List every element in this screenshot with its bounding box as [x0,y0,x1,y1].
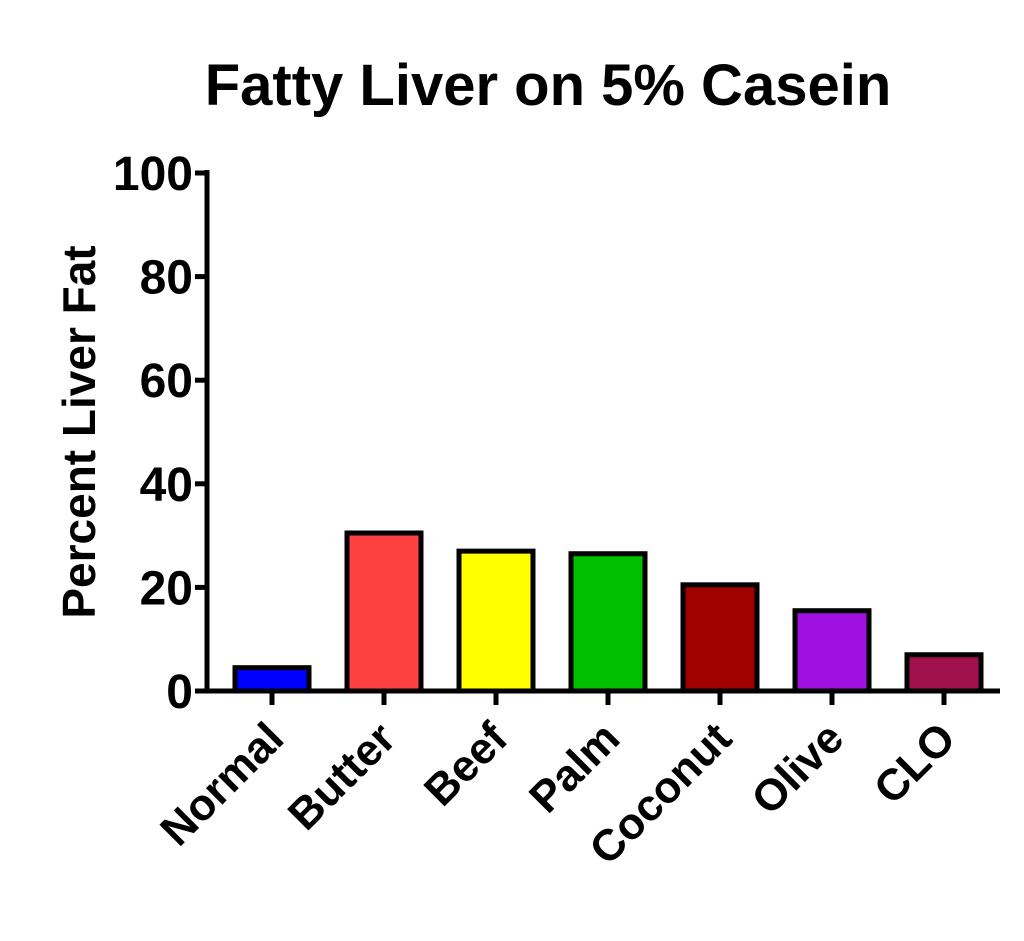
bar [344,530,424,694]
y-tick-label: 100 [113,148,193,201]
y-tick-label: 60 [140,355,193,408]
y-axis-label: Percent Liver Fat [53,245,105,618]
x-tick-label: Olive [742,713,853,824]
chart-title: Fatty Liver on 5% Casein [205,53,892,118]
bar [456,548,536,694]
bar [568,551,648,694]
x-tick-label: CLO [865,713,965,813]
x-tick-label: Beef [415,713,517,815]
y-tick-label: 80 [140,252,193,305]
bar [232,665,312,694]
bar [792,608,872,694]
y-tick-label: 40 [140,459,193,512]
x-tick-label: Butter [279,713,405,839]
bar [680,582,760,694]
y-tick-label: 0 [166,666,193,719]
y-tick-label: 20 [140,562,193,615]
bar [904,652,984,694]
x-tick-label: Normal [151,713,293,855]
